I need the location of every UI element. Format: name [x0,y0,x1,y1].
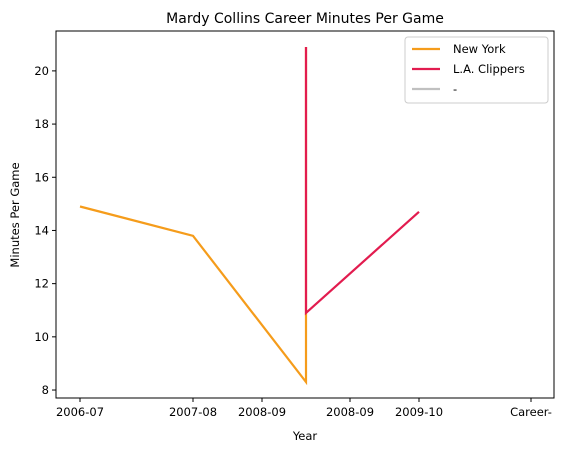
y-tick-label-1: 10 [34,330,49,344]
legend-label-0: New York [453,42,506,56]
y-axis: 8 10 12 14 16 18 20 [34,64,56,397]
x-tick-label-0: 2006-07 [56,405,104,419]
chart-title: Mardy Collins Career Minutes Per Game [166,11,444,27]
y-tick-label-5: 18 [34,117,49,131]
x-tick-label-1: 2007-08 [169,405,217,419]
y-axis-label: Minutes Per Game [8,162,22,267]
series-line-0 [79,47,308,386]
plot-area-frame [55,30,555,399]
series-line-1 [304,47,420,316]
x-axis-label: Year [292,429,318,443]
legend-label-1: L.A. Clippers [453,62,525,76]
x-tick-label-5: Career- [510,405,552,419]
y-tick-label-3: 14 [34,223,49,237]
y-tick-label-2: 12 [34,277,49,291]
legend: New York L.A. Clippers - [404,36,549,104]
x-tick-label-2: 2008-09 [238,405,286,419]
y-tick-label-4: 16 [34,170,49,184]
y-tick-label-0: 8 [42,383,49,397]
x-tick-label-3: 2008-09 [326,405,374,419]
x-tick-label-4: 2009-10 [395,405,443,419]
legend-label-2: - [453,82,457,96]
series-layer [79,47,420,386]
legend-box [404,36,549,104]
x-axis: 2006-07 2007-08 2008-09 2008-09 2009-10 Caree… [56,398,552,419]
y-tick-label-6: 20 [34,64,49,78]
